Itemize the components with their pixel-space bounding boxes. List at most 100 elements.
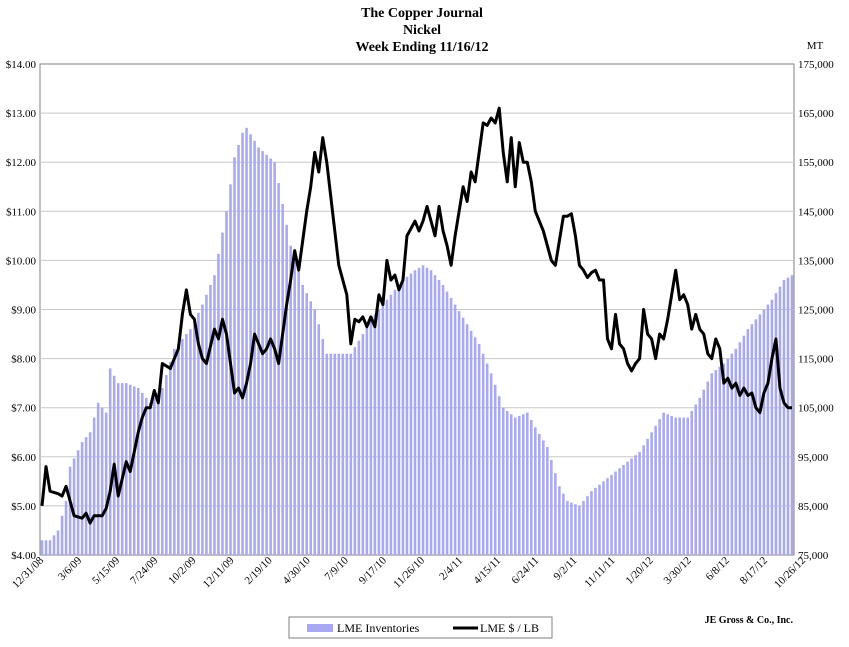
inventory-bar <box>217 253 220 555</box>
inventory-bar <box>590 491 593 555</box>
inventory-bar <box>469 330 473 555</box>
inventory-bar <box>76 450 80 555</box>
inventory-bar <box>582 500 585 555</box>
inventory-bar <box>289 245 292 556</box>
y-left-tick-label: $9.00 <box>11 305 36 317</box>
inventory-bar <box>465 324 469 555</box>
inventory-bar <box>397 284 401 555</box>
inventory-bar <box>742 335 746 555</box>
inventory-bar <box>84 437 88 555</box>
inventory-bar <box>746 329 750 555</box>
x-tick-label: 6/24/11 <box>509 555 541 587</box>
x-tick-label: 3/6/09 <box>56 554 85 583</box>
inventory-bar <box>706 381 710 555</box>
inventory-bar <box>646 438 649 555</box>
inventory-bar <box>461 317 465 555</box>
inventory-bar <box>473 337 477 555</box>
inventory-bar <box>606 478 609 555</box>
chart-subtitle-week: Week Ending 11/16/12 <box>355 40 488 55</box>
inventory-bar <box>88 432 92 555</box>
y-right-tick-label: 75,000 <box>798 550 829 562</box>
inventory-bar <box>253 140 256 556</box>
inventory-bar <box>602 481 605 555</box>
inventory-bar <box>782 280 786 555</box>
y-right-tick-label: 105,000 <box>798 403 834 415</box>
x-tick-label: 2/4/11 <box>437 555 465 583</box>
inventory-bar <box>124 383 128 555</box>
inventory-bar <box>193 320 196 555</box>
inventory-bar <box>425 267 429 555</box>
inventory-bar <box>265 154 268 555</box>
inventory-bar <box>237 145 240 555</box>
y-left-tick-label: $6.00 <box>11 452 36 464</box>
legend-label-bars: LME Inventories <box>337 621 420 635</box>
inventory-bar <box>546 446 549 555</box>
credit-label: JE Gross & Co., Inc. <box>705 615 794 626</box>
inventory-bar <box>116 383 120 555</box>
inventory-bar <box>72 458 76 555</box>
inventory-bar <box>100 407 104 555</box>
inventory-bar <box>405 276 409 555</box>
y-left-tick-label: $10.00 <box>6 255 37 267</box>
inventory-bar <box>157 392 160 555</box>
inventory-bar <box>670 415 673 555</box>
y-right-tick-label: 125,000 <box>798 305 834 317</box>
inventory-bar <box>626 461 629 555</box>
inventory-bar <box>413 270 417 555</box>
inventory-bar <box>321 338 325 555</box>
inventory-bar <box>189 329 192 555</box>
y-right-tick-label: 95,000 <box>798 452 829 464</box>
inventory-bar <box>325 353 329 555</box>
y-left-tick-label: $13.00 <box>6 108 37 120</box>
x-tick-label: 5/15/09 <box>90 554 123 587</box>
inventory-bar <box>145 397 148 555</box>
inventory-bar <box>566 500 569 555</box>
inventory-bar <box>710 373 714 555</box>
inventory-bar <box>197 312 200 555</box>
inventory-bar <box>108 368 112 555</box>
x-tick-label: 9/2/11 <box>551 555 579 583</box>
inventory-bar <box>140 392 144 555</box>
inventory-bar <box>497 396 501 555</box>
inventory-bar <box>662 412 665 555</box>
inventory-bar <box>385 299 389 555</box>
inventory-bar <box>153 397 156 555</box>
inventory-bar <box>678 417 681 555</box>
inventory-bar <box>694 404 698 555</box>
inventory-bar <box>538 433 541 555</box>
inventory-bar <box>718 366 722 555</box>
y-right-tick-label: 175,000 <box>798 59 834 71</box>
inventory-bar <box>726 358 730 555</box>
inventory-bar <box>790 275 794 555</box>
inventory-bar <box>136 388 140 555</box>
inventory-bar <box>269 158 272 555</box>
x-tick-label: 11/26/10 <box>391 554 427 590</box>
inventory-bar <box>501 407 505 555</box>
y-right-tick-label: 85,000 <box>798 501 829 513</box>
inventory-bar <box>614 471 617 555</box>
inventory-bar <box>509 414 513 555</box>
inventory-bar <box>309 301 312 555</box>
inventory-bar <box>429 270 433 555</box>
inventory-bar <box>598 484 601 555</box>
x-tick-label: 8/17/12 <box>738 555 770 587</box>
inventory-bar <box>285 224 288 556</box>
chart-subtitle: Nickel <box>403 23 441 38</box>
inventory-bar <box>674 417 677 555</box>
x-tick-label: 4/15/11 <box>471 555 503 587</box>
inventory-bar <box>201 304 204 555</box>
inventory-bar <box>209 284 212 555</box>
inventory-bar <box>273 162 276 555</box>
inventory-bar <box>373 314 377 555</box>
inventory-bar <box>642 445 645 555</box>
x-tick-label: 3/30/12 <box>662 555 694 587</box>
inventory-bar <box>618 468 621 555</box>
inventory-bar <box>409 273 413 555</box>
inventory-bar <box>341 353 345 555</box>
x-tick-labels: 12/31/08 3/6/09 5/15/09 7/24/09 10/2/09 12/11… <box>10 554 808 590</box>
y2-unit-label: MT <box>807 40 824 52</box>
inventory-bar <box>313 309 317 555</box>
inventory-bar <box>185 334 188 555</box>
inventory-bar <box>666 414 669 555</box>
legend-label-line: LME $ / LB <box>480 621 539 635</box>
